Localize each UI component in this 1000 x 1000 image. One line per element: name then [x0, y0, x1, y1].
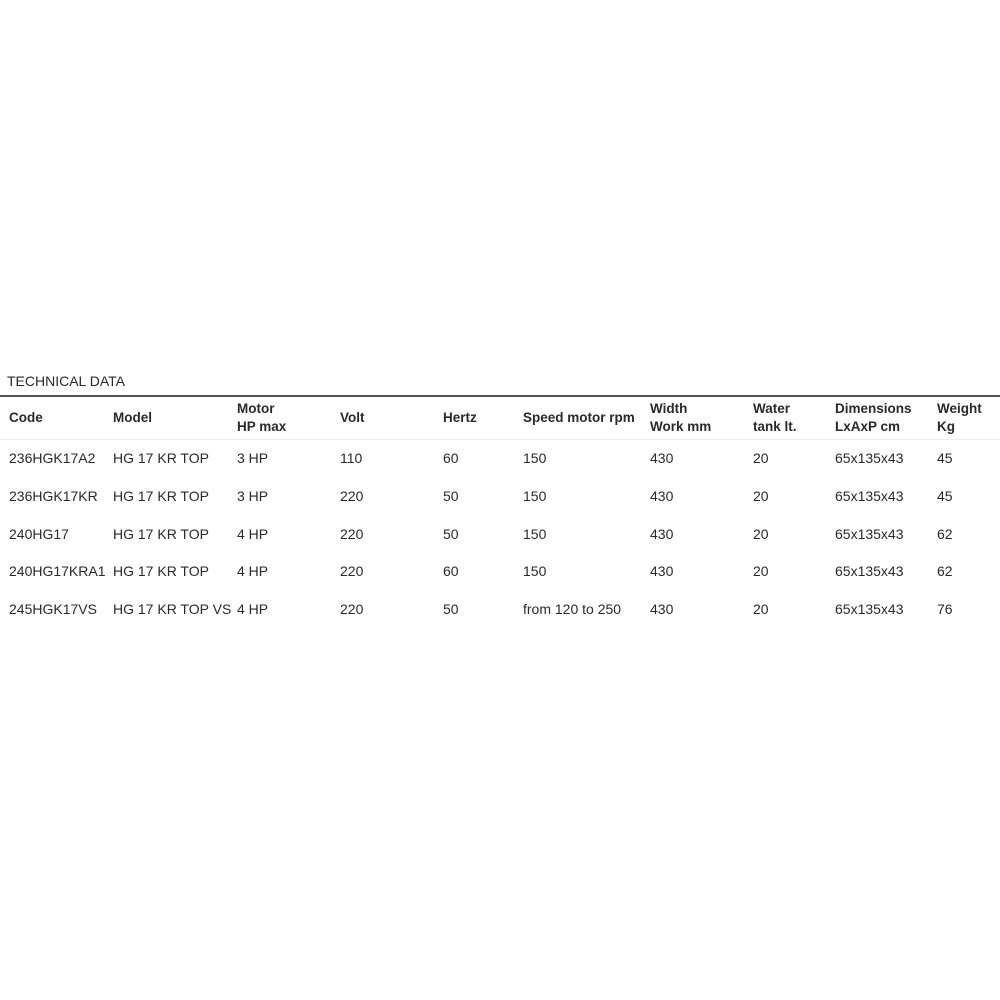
- table-cell: 3 HP: [237, 450, 269, 466]
- table-cell: 430: [650, 525, 674, 542]
- table-cell: 220: [340, 601, 364, 618]
- table-cell: 62: [937, 525, 953, 542]
- table-cell: 220: [340, 525, 364, 542]
- table-cell: 236HGK17A2: [9, 450, 96, 466]
- table-cell: 4 HP: [237, 563, 269, 580]
- table-cell: 245HGK17VS: [9, 601, 97, 618]
- table-cell: HG 17 KR TOP: [113, 563, 209, 580]
- table-cell: HG 17 KR TOP: [113, 450, 209, 466]
- table-cell: 150: [523, 487, 547, 504]
- column-header: Hertz: [443, 410, 477, 425]
- table-cell: 65x135x43: [835, 525, 904, 542]
- table-cell: 50: [443, 487, 459, 504]
- table-cell: HG 17 KR TOP: [113, 525, 209, 542]
- table-cell: from 120 to 250: [523, 601, 622, 618]
- table-cell: 430: [650, 601, 674, 618]
- table-cell: 50: [443, 525, 459, 542]
- table-cell: 240HG17KRA1: [9, 563, 106, 580]
- title-rule: [0, 395, 1000, 397]
- column-header: Code: [9, 410, 43, 425]
- header-separator: [0, 439, 1000, 440]
- column-header: Motor HP max: [237, 401, 287, 434]
- column-header: Weight Kg: [937, 401, 982, 434]
- table-cell: 430: [650, 487, 674, 504]
- table-cell: 20: [753, 450, 769, 466]
- column-header: Water tank lt.: [753, 401, 797, 434]
- column-header: Dimensions LxAxP cm: [835, 401, 912, 434]
- table-cell: 220: [340, 563, 364, 580]
- table-cell: 150: [523, 563, 547, 580]
- table-cell: 20: [753, 487, 769, 504]
- column-header: Volt: [340, 410, 365, 425]
- table-cell: 65x135x43: [835, 601, 904, 618]
- table-cell: 236HGK17KR: [9, 487, 98, 504]
- table-cell: 4 HP: [237, 601, 269, 618]
- table-title: TECHNICAL DATA: [7, 373, 125, 389]
- column-header: Speed motor rpm: [523, 410, 635, 425]
- column-header: Width Work mm: [650, 401, 712, 434]
- table-cell: 45: [937, 487, 953, 504]
- table-cell: 50: [443, 601, 459, 618]
- table-cell: HG 17 KR TOP: [113, 487, 209, 504]
- table-cell: 150: [523, 450, 547, 466]
- table-cell: 20: [753, 601, 769, 618]
- table-cell: 430: [650, 563, 674, 580]
- table-cell: 430: [650, 450, 674, 466]
- table-cell: 4 HP: [237, 525, 269, 542]
- table-cell: 3 HP: [237, 487, 269, 504]
- table-cell: 60: [443, 563, 459, 580]
- table-cell: 20: [753, 525, 769, 542]
- table-cell: 240HG17: [9, 525, 69, 542]
- table-cell: 62: [937, 563, 953, 580]
- table-cell: 65x135x43: [835, 487, 904, 504]
- table-cell: 220: [340, 487, 364, 504]
- table-cell: 20: [753, 563, 769, 580]
- column-header: Model: [113, 410, 152, 425]
- table-cell: 65x135x43: [835, 563, 904, 580]
- table-cell: 45: [937, 450, 953, 466]
- table-cell: 65x135x43: [835, 450, 904, 466]
- table-cell: 150: [523, 525, 547, 542]
- table-cell: 60: [443, 450, 459, 466]
- table-cell: 110: [340, 450, 363, 466]
- table-cell: HG 17 KR TOP VS: [113, 601, 232, 618]
- table-cell: 76: [937, 601, 953, 618]
